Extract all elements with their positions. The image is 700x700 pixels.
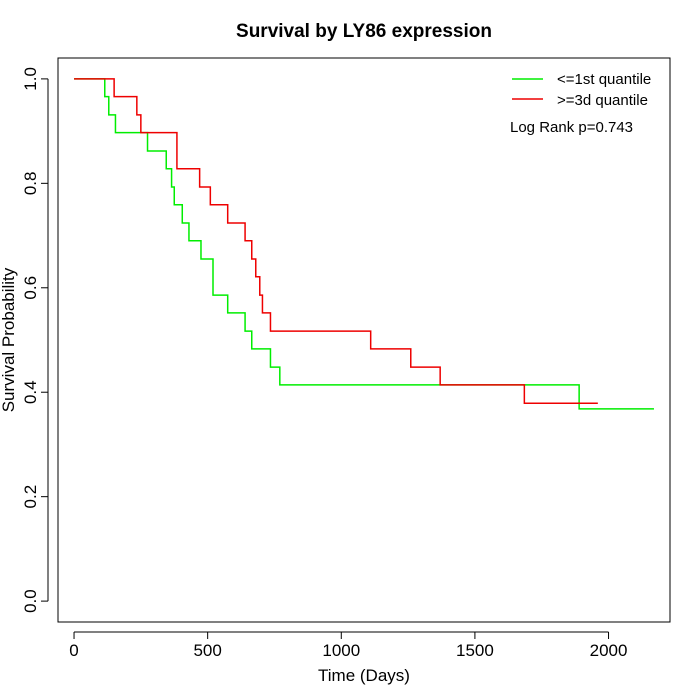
y-axis: 0.0 0.2 0.4 0.6 0.8 1.0: [21, 67, 49, 613]
series-layer: [74, 78, 654, 410]
y-tick-label: 0.6: [21, 276, 40, 300]
legend-label-high: >=3d quantile: [557, 92, 648, 109]
survival-curve-low: [74, 78, 654, 410]
legend-label-low: <=1st quantile: [557, 71, 651, 88]
plot-frame: [57, 57, 671, 623]
y-tick-label: 0.0: [21, 589, 40, 613]
x-tick-label: 1000: [322, 641, 360, 660]
log-rank-annotation: Log Rank p=0.743: [510, 119, 633, 136]
y-tick-label: 0.2: [21, 485, 40, 509]
x-axis: 0 500 1000 1500 2000: [69, 631, 628, 660]
x-axis-label: Time (Days): [318, 666, 410, 685]
x-tick-label: 1500: [456, 641, 494, 660]
chart-title: Survival by LY86 expression: [236, 21, 492, 42]
x-tick-label: 500: [193, 641, 221, 660]
legend: <=1st quantile >=3d quantile: [512, 71, 651, 109]
x-tick-label: 2000: [590, 641, 628, 660]
y-tick-label: 1.0: [21, 67, 40, 91]
survival-curve-high: [74, 78, 598, 404]
y-tick-label: 0.8: [21, 172, 40, 196]
y-axis-label: Survival Probability: [0, 267, 18, 412]
y-tick-label: 0.4: [21, 380, 40, 404]
x-tick-label: 0: [69, 641, 78, 660]
